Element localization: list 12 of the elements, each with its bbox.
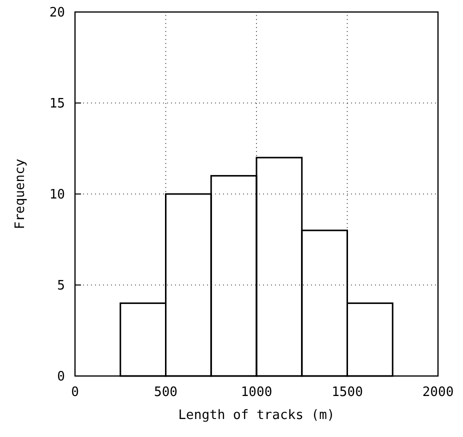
x-tick-label: 0 xyxy=(71,385,79,400)
y-tick-label: 5 xyxy=(57,278,65,294)
x-tick-label: 2000 xyxy=(422,385,454,400)
x-tick-label: 1000 xyxy=(240,385,272,400)
y-tick-label: 20 xyxy=(49,6,65,21)
y-tick-label: 0 xyxy=(57,370,65,385)
x-tick-label: 1500 xyxy=(332,385,363,400)
y-tick-label: 10 xyxy=(49,188,65,203)
y-tick-label: 15 xyxy=(49,96,65,112)
x-axis-title: Length of tracks (m) xyxy=(178,408,335,423)
x-tick-label: 500 xyxy=(154,385,178,400)
y-axis-title: Frequency xyxy=(13,158,28,230)
